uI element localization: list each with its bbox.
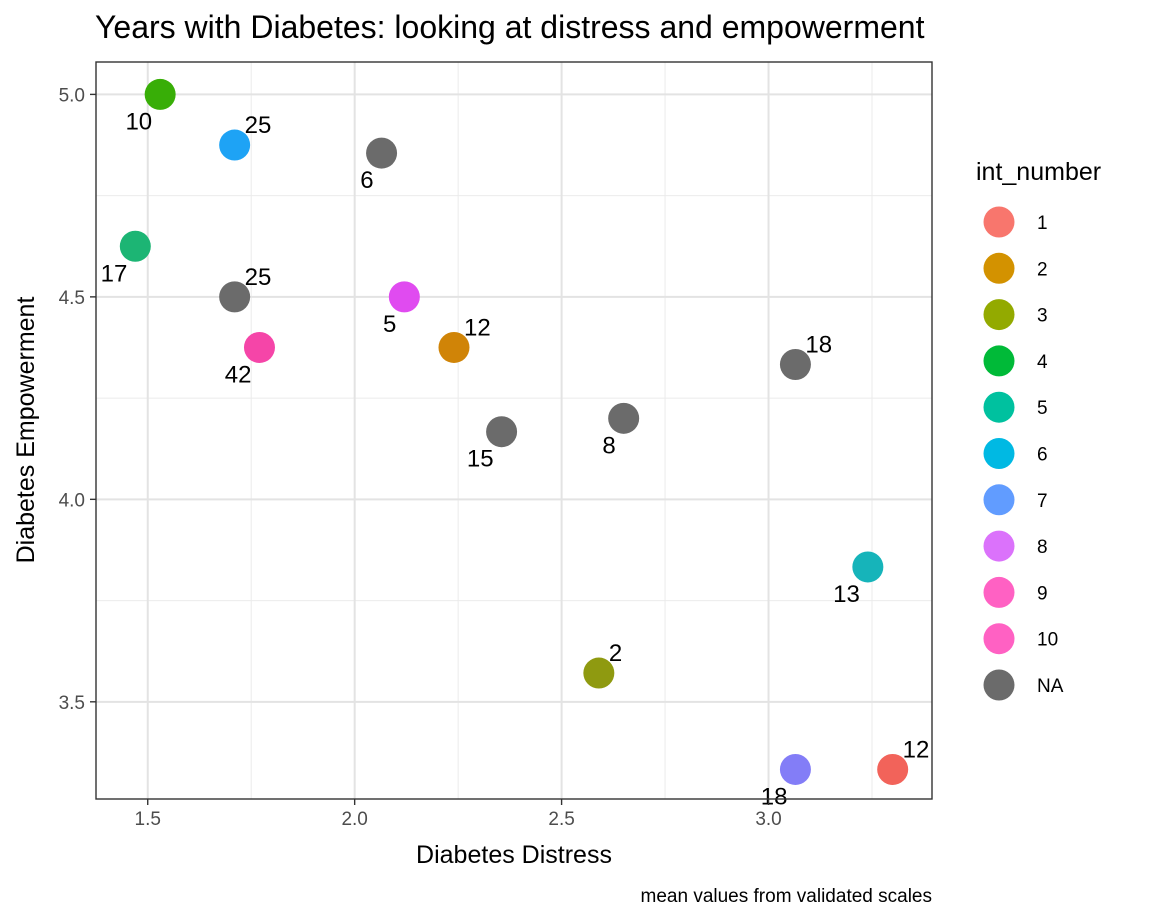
y-tick-label: 5.0 (59, 85, 85, 106)
legend-key (983, 484, 1015, 516)
point-labels: 10 25 6 17 25 5 42 12 18 15 8 13 2 18 12 (101, 108, 930, 810)
data-point-label: 42 (225, 361, 252, 388)
chart-caption: mean values from validated scales (641, 886, 932, 907)
legend-key (983, 623, 1015, 655)
data-point-label: 5 (383, 311, 396, 338)
data-point-label: 18 (805, 331, 832, 358)
chart-title: Years with Diabetes: looking at distress… (95, 9, 925, 45)
data-point-label: 10 (125, 108, 152, 135)
data-point-label: 25 (245, 112, 272, 139)
data-point (852, 551, 884, 583)
legend-items: 1 2 3 4 5 6 7 8 9 10 NA (983, 206, 1064, 701)
legend-label: 6 (1037, 445, 1048, 466)
data-point (144, 78, 176, 110)
legend-label: 2 (1037, 259, 1048, 280)
y-axis-title: Diabetes Empowerment (12, 297, 40, 564)
data-point (219, 129, 251, 161)
data-point (486, 416, 518, 448)
data-point (119, 230, 151, 262)
y-tick-label: 4.0 (59, 490, 85, 511)
data-point-label: 6 (360, 167, 373, 194)
data-point-label: 8 (602, 432, 615, 459)
data-point-label: 12 (464, 314, 491, 341)
data-point (243, 331, 275, 363)
legend-key (983, 391, 1015, 423)
legend-label: 7 (1037, 491, 1048, 512)
data-point-label: 13 (833, 581, 860, 608)
data-point (779, 348, 811, 380)
legend-label: 3 (1037, 306, 1048, 327)
legend-key (983, 438, 1015, 469)
legend-key (983, 345, 1015, 377)
legend-key (983, 252, 1015, 284)
x-tick-label: 2.0 (341, 809, 367, 830)
legend: int_number 1 2 3 4 5 6 7 8 9 10 NA (976, 158, 1101, 701)
legend-key (983, 669, 1015, 701)
grid-minor (96, 62, 932, 799)
legend-key (983, 530, 1015, 562)
legend-title: int_number (976, 158, 1101, 186)
data-point-label: 25 (245, 264, 272, 291)
legend-label: 1 (1037, 213, 1048, 234)
legend-label: NA (1037, 676, 1064, 697)
x-tick-label: 1.5 (135, 809, 161, 830)
data-point-label: 17 (101, 260, 128, 287)
plot-panel: 10 25 6 17 25 5 42 12 18 15 8 13 2 18 12 (95, 61, 933, 810)
y-tick-label: 3.5 (59, 693, 85, 714)
x-axis-title: Diabetes Distress (416, 841, 612, 869)
data-point (438, 331, 470, 363)
data-point-label: 2 (609, 640, 622, 667)
panel-border (95, 61, 933, 800)
y-tick-label: 4.5 (59, 288, 85, 309)
legend-label: 8 (1037, 537, 1048, 558)
data-point (877, 753, 909, 785)
data-point-label: 18 (761, 783, 788, 810)
data-point (366, 137, 398, 169)
legend-label: 5 (1037, 398, 1048, 419)
legend-label: 4 (1037, 352, 1048, 373)
data-point (583, 657, 615, 689)
legend-key (983, 206, 1015, 238)
data-point-label: 12 (903, 736, 930, 763)
legend-label: 9 (1037, 583, 1048, 604)
legend-key (983, 576, 1015, 608)
data-point (388, 281, 420, 313)
data-points (119, 78, 909, 785)
data-point (608, 402, 640, 434)
y-axis: 3.5 4.0 4.5 5.0 (59, 85, 96, 714)
grid-major (96, 62, 932, 799)
x-tick-label: 3.0 (755, 809, 781, 830)
x-tick-label: 2.5 (548, 809, 574, 830)
x-axis: 1.5 2.0 2.5 3.0 (135, 799, 782, 830)
legend-label: 10 (1037, 630, 1058, 651)
data-point (779, 753, 811, 785)
data-point-label: 15 (467, 446, 494, 473)
legend-key (983, 299, 1015, 331)
data-point (219, 281, 251, 313)
